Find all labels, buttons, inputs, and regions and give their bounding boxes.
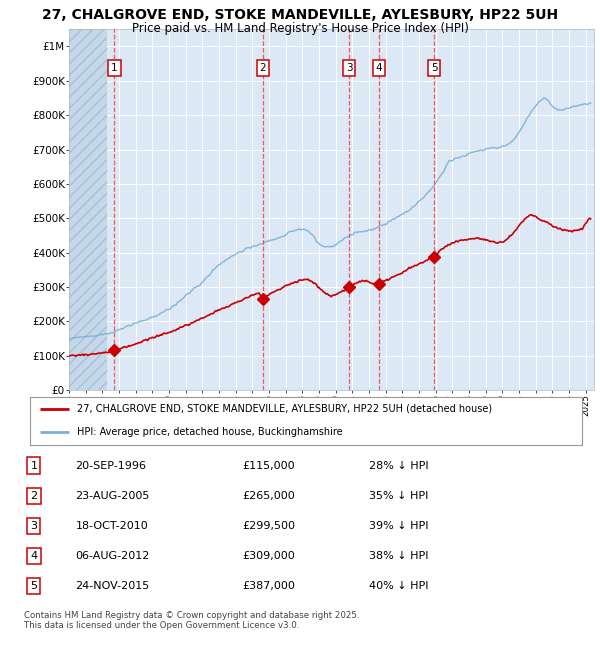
Text: 39% ↓ HPI: 39% ↓ HPI bbox=[369, 521, 428, 531]
Text: 5: 5 bbox=[31, 581, 37, 591]
Text: 5: 5 bbox=[431, 63, 437, 73]
Text: Contains HM Land Registry data © Crown copyright and database right 2025.
This d: Contains HM Land Registry data © Crown c… bbox=[24, 611, 359, 630]
Text: 1: 1 bbox=[31, 461, 37, 471]
Text: 27, CHALGROVE END, STOKE MANDEVILLE, AYLESBURY, HP22 5UH: 27, CHALGROVE END, STOKE MANDEVILLE, AYL… bbox=[42, 8, 558, 22]
Text: 28% ↓ HPI: 28% ↓ HPI bbox=[369, 461, 429, 471]
Text: 20-SEP-1996: 20-SEP-1996 bbox=[76, 461, 146, 471]
Text: Price paid vs. HM Land Registry's House Price Index (HPI): Price paid vs. HM Land Registry's House … bbox=[131, 22, 469, 35]
Text: 35% ↓ HPI: 35% ↓ HPI bbox=[369, 491, 428, 500]
Text: £265,000: £265,000 bbox=[242, 491, 295, 500]
Text: 38% ↓ HPI: 38% ↓ HPI bbox=[369, 551, 428, 561]
Text: 2: 2 bbox=[260, 63, 266, 73]
Text: £115,000: £115,000 bbox=[242, 461, 295, 471]
Text: 4: 4 bbox=[376, 63, 382, 73]
Text: £387,000: £387,000 bbox=[242, 581, 295, 591]
Text: 4: 4 bbox=[31, 551, 37, 561]
Text: 40% ↓ HPI: 40% ↓ HPI bbox=[369, 581, 428, 591]
Text: 3: 3 bbox=[31, 521, 37, 531]
Text: 24-NOV-2015: 24-NOV-2015 bbox=[76, 581, 149, 591]
Text: 3: 3 bbox=[346, 63, 352, 73]
Text: 27, CHALGROVE END, STOKE MANDEVILLE, AYLESBURY, HP22 5UH (detached house): 27, CHALGROVE END, STOKE MANDEVILLE, AYL… bbox=[77, 404, 492, 413]
Text: 1: 1 bbox=[111, 63, 118, 73]
Text: 23-AUG-2005: 23-AUG-2005 bbox=[76, 491, 150, 500]
Text: 06-AUG-2012: 06-AUG-2012 bbox=[76, 551, 150, 561]
Text: £309,000: £309,000 bbox=[242, 551, 295, 561]
Text: 2: 2 bbox=[31, 491, 37, 500]
Text: 18-OCT-2010: 18-OCT-2010 bbox=[76, 521, 148, 531]
Text: £299,500: £299,500 bbox=[242, 521, 295, 531]
Text: HPI: Average price, detached house, Buckinghamshire: HPI: Average price, detached house, Buck… bbox=[77, 427, 343, 437]
